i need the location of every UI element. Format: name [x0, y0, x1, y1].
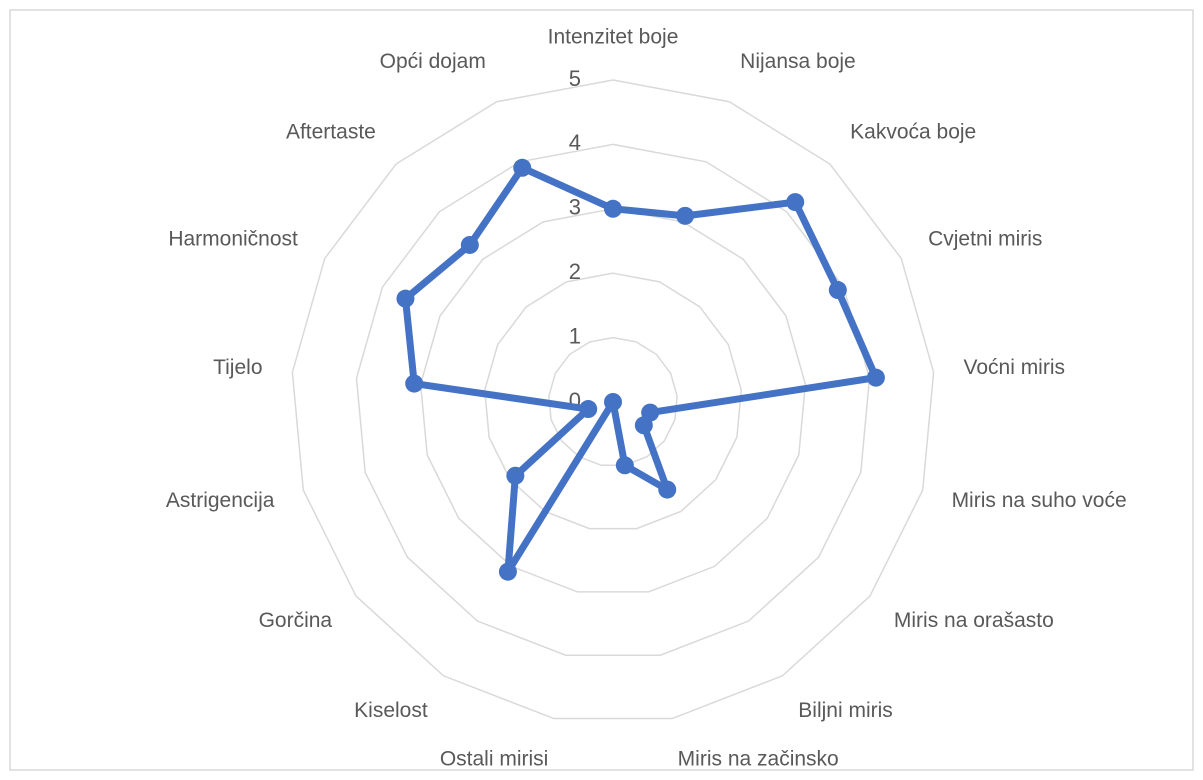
data-point [828, 281, 847, 300]
category-label: Biljni miris [798, 699, 893, 722]
data-point [604, 393, 622, 411]
data-point [634, 416, 653, 435]
data-point [658, 480, 677, 499]
category-label: Astrigencija [166, 489, 275, 512]
category-label: Ostali mirisi [440, 747, 549, 770]
category-label: Nijansa boje [740, 50, 856, 73]
grid-ring [548, 336, 678, 467]
chart-frame [9, 9, 1194, 771]
category-label: Harmoničnost [168, 227, 298, 250]
axis-tick-label: 4 [569, 130, 581, 155]
category-label: Gorčina [259, 609, 333, 632]
data-point [786, 193, 805, 212]
category-label: Cvjetni miris [928, 227, 1042, 250]
data-point [460, 235, 479, 254]
data-point [506, 466, 525, 485]
data-point [405, 374, 424, 393]
axis-tick-label: 2 [569, 259, 581, 284]
category-label: Tijelo [213, 356, 262, 379]
category-label: Kakvoća boje [850, 121, 976, 144]
category-label: Aftertaste [286, 121, 376, 144]
data-point [396, 289, 415, 308]
data-point [676, 206, 695, 225]
data-point [513, 158, 532, 177]
data-point [498, 562, 517, 581]
data-point [866, 368, 885, 387]
data-point [615, 456, 634, 475]
axis-tick-label: 3 [569, 195, 581, 220]
data-point [604, 199, 622, 218]
category-label: Miris na začinsko [678, 747, 839, 770]
category-label: Opći dojam [380, 50, 486, 73]
data-point [579, 400, 598, 419]
category-label: Voćni miris [963, 356, 1065, 379]
category-label: Kiselost [354, 699, 428, 722]
grid-ring [291, 79, 935, 720]
category-label: Miris na suho voće [952, 489, 1127, 512]
grid-ring [483, 272, 743, 530]
category-label: Miris na orašasto [894, 609, 1054, 632]
series-line [401, 164, 880, 576]
grid-ring [419, 208, 807, 593]
category-label: Intenzitet boje [548, 26, 679, 49]
axis-tick-label: 1 [569, 323, 581, 348]
axis-tick-label: 5 [569, 66, 581, 91]
